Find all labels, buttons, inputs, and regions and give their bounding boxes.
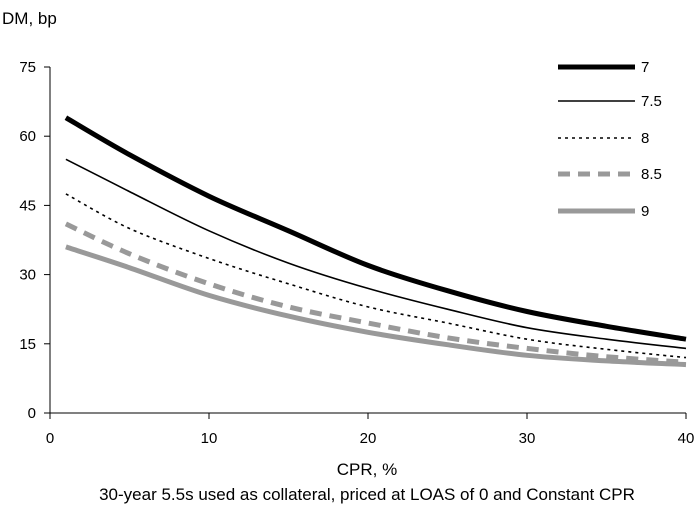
legend-label-8: 8 — [641, 130, 649, 147]
y-tick-label-2: 30 — [19, 267, 36, 284]
y-tick-label-0: 0 — [28, 405, 36, 422]
x-axis-title: CPR, % — [337, 460, 397, 479]
series-line-7-5 — [65, 158, 687, 350]
chart-caption: 30-year 5.5s used as collateral, priced … — [99, 485, 635, 504]
legend: 7 7.5 8 8.5 9 — [558, 59, 662, 220]
series-line-7 — [64, 115, 687, 342]
x-tick-label-2: 20 — [360, 430, 377, 447]
x-tick-label-1: 10 — [201, 430, 218, 447]
series-line-8 — [65, 193, 687, 359]
series-line-8-5 — [64, 221, 687, 365]
y-tick-label-5: 75 — [19, 59, 36, 76]
plot-area: 0 15 30 45 60 75 0 10 20 30 40 — [19, 59, 694, 447]
y-tick-label-4: 60 — [19, 128, 36, 145]
y-axis-title: DM, bp — [2, 9, 57, 28]
legend-label-9: 9 — [641, 203, 649, 220]
legend-label-8-5: 8.5 — [641, 166, 662, 183]
y-tick-label-1: 15 — [19, 336, 36, 353]
x-tick-label-0: 0 — [46, 430, 54, 447]
y-tick-label-3: 45 — [19, 197, 36, 214]
series-line-9 — [65, 244, 687, 368]
x-tick-label-3: 30 — [519, 430, 536, 447]
legend-label-7-5: 7.5 — [641, 93, 662, 110]
legend-label-7: 7 — [641, 59, 649, 76]
x-tick-label-4: 40 — [678, 430, 695, 447]
